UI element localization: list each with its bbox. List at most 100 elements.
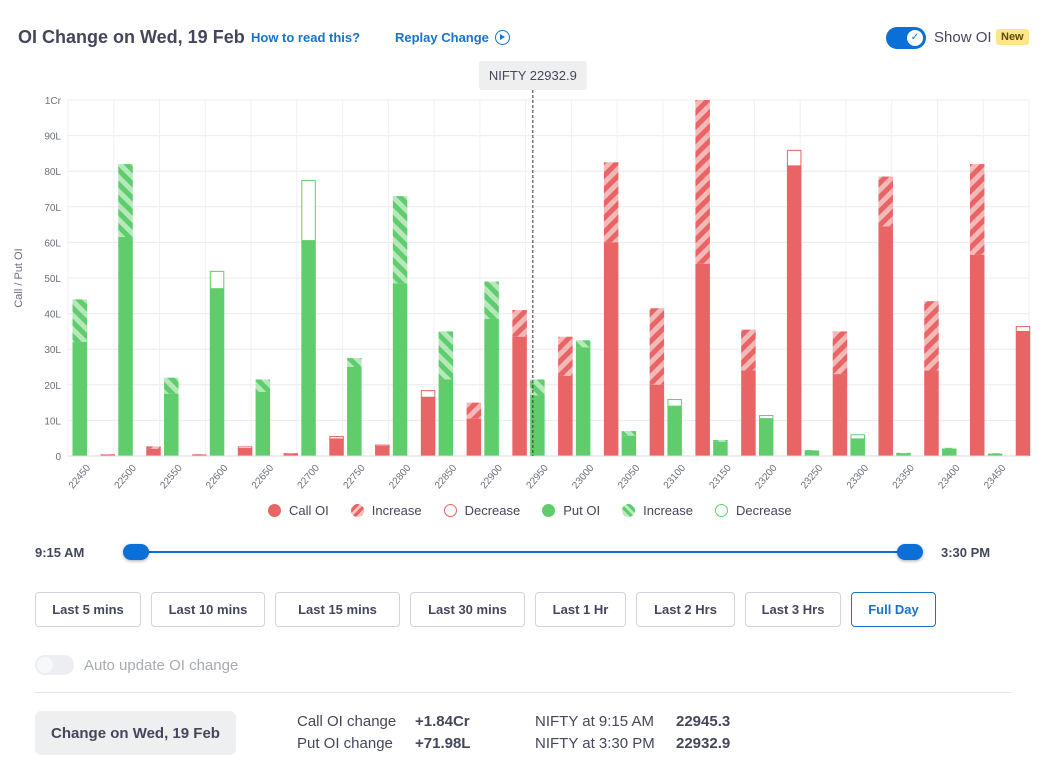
y-axis-label: Call / Put OI	[13, 248, 25, 307]
x-tick-label: 22800	[387, 463, 414, 492]
x-tick-label: 22650	[250, 463, 277, 492]
call-oi-bar	[283, 453, 299, 456]
put-oi-bar	[758, 418, 774, 456]
put-oi-increase	[72, 299, 87, 343]
x-tick-label: 23350	[891, 463, 918, 492]
oi-change-chart: 1Cr 90L 80L 70L 60L 50L 40L 30L 20L 10L 0 Call / Pu…	[13, 61, 1031, 492]
x-tick-label: 22500	[113, 463, 140, 492]
call-oi-bar	[146, 448, 161, 456]
put-oi-increase	[896, 452, 911, 454]
call-oi-bar	[192, 454, 207, 456]
put-oi-bar	[804, 450, 820, 456]
legend-item: Put OI	[542, 503, 600, 518]
legend-swatch	[268, 504, 281, 517]
legend-item: Increase	[350, 503, 422, 518]
range-button-last-15-mins[interactable]: Last 15 mins	[275, 592, 400, 627]
put-oi-increase	[804, 449, 820, 451]
legend-item: Decrease	[443, 503, 520, 518]
nifty-open-label: NIFTY at 9:15 AM	[535, 713, 654, 730]
x-tick-label: 23250	[799, 463, 826, 492]
range-button-last-30-mins[interactable]: Last 30 mins	[410, 592, 525, 627]
range-button-last-1-hr[interactable]: Last 1 Hr	[535, 592, 626, 627]
put-oi-increase	[987, 453, 1003, 454]
x-tick-label: 22900	[479, 463, 506, 492]
put-oi-bar	[72, 342, 87, 456]
call-oi-decrease	[329, 436, 344, 440]
range-button-last-10-mins[interactable]: Last 10 mins	[151, 592, 265, 627]
call-oi-bar	[741, 370, 756, 456]
put-oi-bar	[530, 395, 545, 456]
call-oi-change-value: +1.84Cr	[415, 713, 470, 730]
put-oi-increase	[941, 447, 957, 449]
call-oi-bar	[786, 165, 802, 457]
put-oi-decrease	[758, 415, 774, 420]
auto-update-toggle[interactable]	[35, 655, 74, 675]
y-tick-label: 30L	[44, 345, 61, 356]
auto-update-label: Auto update OI change	[84, 657, 239, 674]
put-oi-bar	[209, 288, 225, 456]
range-button-full-day[interactable]: Full Day	[851, 592, 936, 627]
x-tick-label: 22700	[296, 463, 323, 492]
x-tick-label: 22450	[67, 463, 94, 492]
slider-end-handle[interactable]	[897, 544, 923, 560]
put-oi-bar	[621, 435, 637, 456]
call-oi-bar	[329, 438, 344, 456]
call-oi-bar	[558, 375, 573, 456]
call-oi-bar	[1015, 331, 1031, 456]
call-oi-increase	[466, 402, 482, 419]
put-oi-decrease	[667, 399, 682, 407]
call-oi-bar	[924, 370, 939, 456]
time-slider-track[interactable]	[136, 551, 910, 553]
y-tick-label: 0	[55, 452, 61, 463]
put-oi-bar	[987, 453, 1003, 456]
call-oi-bar	[695, 263, 710, 456]
y-tick-label: 50L	[44, 274, 61, 285]
x-tick-label: 23150	[708, 463, 735, 492]
x-tick-label: 22600	[204, 463, 231, 492]
call-oi-bar	[100, 454, 115, 456]
show-oi-toggle[interactable]: ✓	[886, 27, 926, 49]
put-oi-bar	[118, 237, 133, 456]
legend-item: Decrease	[714, 503, 792, 518]
call-oi-increase	[695, 100, 710, 264]
change-date-button[interactable]: Change on Wed, 19 Feb	[35, 711, 236, 755]
call-oi-bar	[649, 384, 665, 456]
call-oi-decrease	[237, 446, 253, 450]
put-oi-bar	[164, 393, 179, 456]
call-oi-increase	[969, 164, 985, 255]
put-oi-change-label: Put OI change	[297, 735, 393, 752]
y-tick-label: 10L	[44, 416, 61, 427]
put-oi-decrease	[209, 270, 225, 290]
call-oi-increase	[558, 336, 573, 376]
how-to-read-link[interactable]: How to read this?	[251, 30, 361, 45]
slider-start-handle[interactable]	[123, 544, 149, 560]
put-oi-bar	[301, 240, 316, 456]
call-oi-increase	[283, 453, 299, 454]
x-tick-label: 23200	[753, 463, 780, 492]
legend-label: Call OI	[289, 503, 329, 518]
call-oi-bar	[969, 254, 985, 456]
replay-change-button[interactable]: Replay Change	[395, 30, 510, 45]
put-oi-change-value: +71.98L	[415, 735, 471, 752]
legend-label: Increase	[643, 503, 693, 518]
call-oi-bar	[512, 336, 527, 456]
y-tick-label: 60L	[44, 238, 61, 249]
range-button-last-5-mins[interactable]: Last 5 mins	[35, 592, 141, 627]
call-oi-increase	[741, 329, 756, 371]
replay-change-label: Replay Change	[395, 30, 489, 45]
spot-price-tag	[478, 61, 587, 90]
call-oi-bar	[466, 418, 482, 456]
play-circle-icon	[494, 30, 510, 45]
toggle-knob	[37, 657, 53, 673]
put-oi-increase	[484, 281, 499, 319]
x-tick-label: 23050	[616, 463, 643, 492]
x-tick-label: 23450	[982, 463, 1009, 492]
put-oi-increase	[713, 439, 728, 442]
put-oi-bar	[347, 367, 362, 456]
put-oi-increase	[575, 340, 591, 348]
range-button-last-3-hrs[interactable]: Last 3 Hrs	[745, 592, 841, 627]
new-badge: New	[996, 29, 1029, 45]
y-tick-label: 20L	[44, 381, 61, 392]
call-oi-increase	[512, 310, 527, 337]
range-button-last-2-hrs[interactable]: Last 2 Hrs	[636, 592, 735, 627]
